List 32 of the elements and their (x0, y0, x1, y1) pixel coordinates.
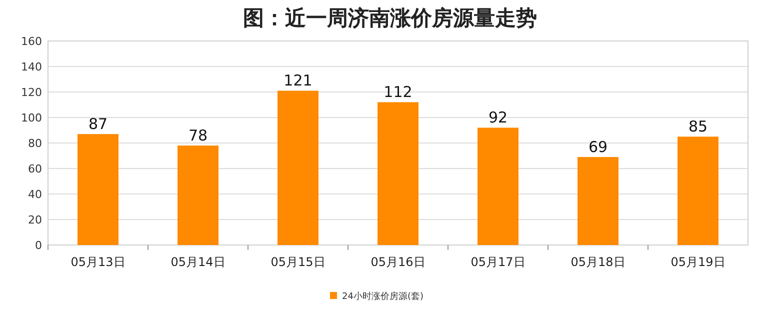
x-tick-label: 05月16日 (370, 255, 426, 269)
x-tick-label: 05月19日 (670, 255, 726, 269)
y-tick-label: 140 (21, 60, 42, 74)
y-tick-label: 0 (35, 239, 42, 252)
x-tick-label: 05月18日 (570, 255, 626, 269)
bar (78, 134, 118, 245)
bar (678, 136, 718, 245)
x-tick-label: 05月13日 (70, 255, 126, 269)
y-tick-label: 100 (21, 112, 42, 124)
chart-title: 图：近一周济南涨价房源量走势 (243, 6, 537, 30)
bar (178, 146, 218, 245)
bar (478, 128, 518, 245)
data-label: 78 (188, 126, 208, 145)
legend-label: 24小时涨价房源(套) (342, 291, 424, 302)
y-tick-label: 60 (28, 162, 42, 176)
x-tick-label: 05月14日 (170, 255, 226, 269)
x-tick-label: 05月17日 (470, 255, 526, 269)
data-label: 121 (284, 72, 312, 90)
data-label: 87 (88, 115, 108, 134)
y-tick-label: 20 (28, 214, 42, 226)
data-label: 112 (384, 83, 412, 102)
data-label: 69 (588, 138, 608, 156)
y-tick-label: 120 (21, 86, 42, 99)
bar (578, 157, 618, 245)
data-label: 85 (688, 118, 708, 136)
bar (378, 102, 418, 245)
y-tick-label: 40 (28, 188, 42, 201)
y-tick-label: 160 (21, 35, 42, 48)
x-tick-label: 05月15日 (270, 255, 326, 269)
y-tick-label: 80 (28, 137, 42, 150)
data-label: 92 (488, 108, 508, 127)
bar (278, 90, 318, 245)
